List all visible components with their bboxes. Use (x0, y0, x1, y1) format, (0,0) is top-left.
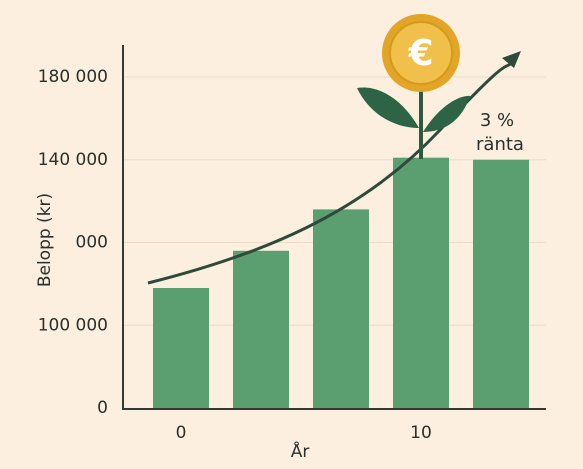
y-tick-label: 000 (76, 233, 108, 253)
coin-symbol: € (407, 33, 433, 74)
annotation: ränta (476, 134, 524, 155)
y-tick-label: 100 000 (38, 315, 108, 335)
y-axis-label: Belopp (kr) (35, 193, 55, 287)
arrow-head (502, 51, 521, 68)
x-tick-label: 0 (176, 423, 187, 443)
bar (313, 209, 369, 408)
x-axis-label: År (291, 440, 310, 462)
bar (233, 250, 289, 408)
leaf (423, 95, 470, 132)
coin-face (389, 21, 453, 85)
bars (153, 157, 529, 408)
y-tick-label: 0 (97, 398, 108, 418)
annotation: 3 % (480, 110, 514, 131)
bar (473, 159, 529, 408)
x-tick-label: 10 (410, 423, 432, 443)
bar (153, 288, 209, 408)
y-tick-label: 180 000 (38, 67, 108, 87)
leaf (357, 87, 419, 128)
y-tick-label: 140 000 (38, 150, 108, 170)
bar (393, 157, 449, 408)
